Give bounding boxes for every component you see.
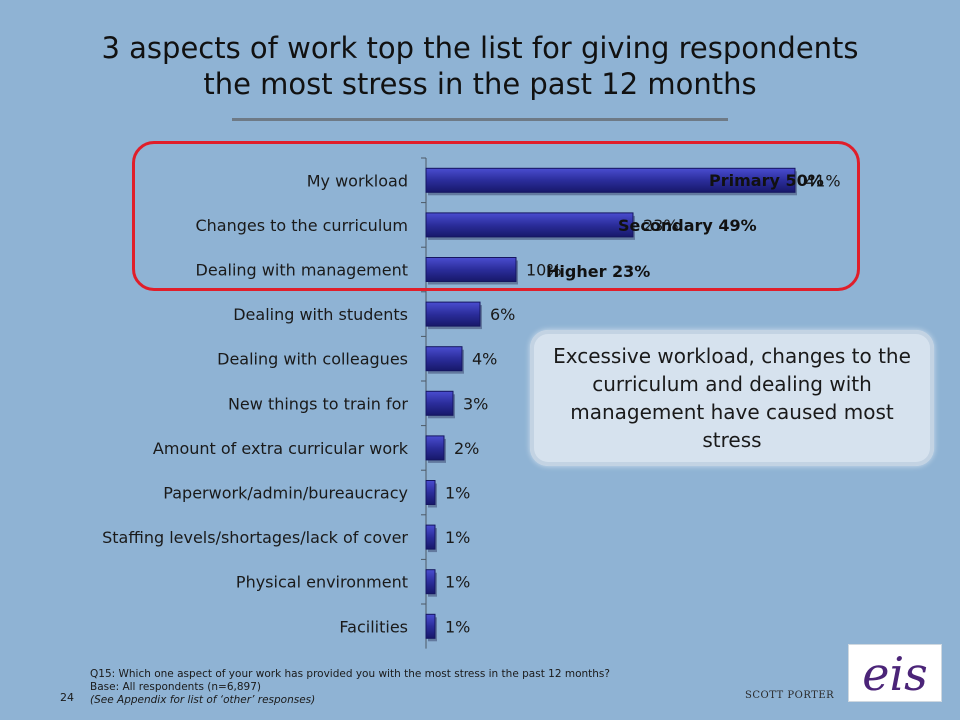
category-label: Dealing with students — [233, 305, 408, 324]
category-label: Dealing with colleagues — [217, 350, 408, 369]
value-label: 4% — [472, 350, 497, 369]
category-label: Facilities — [339, 617, 408, 636]
page-title: 3 aspects of work top the list for givin… — [0, 30, 960, 102]
value-label: 1% — [445, 528, 470, 547]
bar — [425, 435, 445, 461]
sector-label-secondary: Secondary 49% — [618, 216, 757, 235]
value-label: 23% — [643, 216, 679, 235]
category-label: Physical environment — [236, 573, 408, 592]
title-underline — [232, 118, 728, 121]
category-label: New things to train for — [228, 394, 408, 413]
footnote-question: Q15: Which one aspect of your work has p… — [90, 668, 610, 680]
category-label: Changes to the curriculum — [195, 216, 408, 235]
bar — [425, 613, 436, 639]
page-number: 24 — [60, 691, 74, 704]
sector-label-primary: Primary 50% — [709, 171, 824, 190]
category-label: Paperwork/admin/bureaucracy — [163, 484, 408, 503]
value-label: 10% — [526, 261, 562, 280]
value-label: 3% — [463, 394, 488, 413]
bar — [425, 167, 796, 193]
footnote: Q15: Which one aspect of your work has p… — [90, 668, 610, 707]
sector-label-higher: Higher 23% — [546, 262, 651, 281]
value-label: 6% — [490, 305, 515, 324]
bar — [425, 301, 481, 327]
eis-logo-icon: eis — [862, 647, 928, 701]
callout-box: Excessive workload, changes to the curri… — [530, 330, 934, 466]
value-label: 1% — [445, 484, 470, 503]
bar — [425, 569, 436, 595]
title-line-1: 3 aspects of work top the list for givin… — [101, 31, 859, 65]
value-label: 1% — [445, 573, 470, 592]
scott-porter-brand: SCOTT PORTER — [745, 690, 835, 701]
category-label: My workload — [307, 171, 408, 190]
eis-logo: eis — [848, 644, 942, 702]
bar — [425, 390, 454, 416]
value-label: 41% — [805, 171, 841, 190]
bar — [425, 524, 436, 550]
title-line-2: the most stress in the past 12 months — [203, 67, 757, 101]
footnote-base: Base: All respondents (n=6,897) — [90, 681, 261, 693]
bar — [425, 346, 463, 372]
bar-chart: My workload 41% Changes to the curriculum 2… — [102, 157, 841, 649]
category-label: Amount of extra curricular work — [153, 439, 409, 458]
footnote-note: (See Appendix for list of ‘other’ respon… — [90, 694, 316, 706]
category-label: Staffing levels/shortages/lack of cover — [102, 528, 408, 547]
callout-text: Excessive workload, changes to the curri… — [553, 344, 911, 452]
bar — [425, 480, 436, 505]
eis-logo-lettering: eis — [862, 647, 928, 701]
bar — [425, 212, 634, 238]
value-label: 2% — [454, 439, 479, 458]
category-label: Dealing with management — [196, 261, 408, 280]
bar — [425, 257, 517, 282]
top-three-highlight-box — [132, 141, 860, 291]
value-label: 1% — [445, 617, 470, 636]
